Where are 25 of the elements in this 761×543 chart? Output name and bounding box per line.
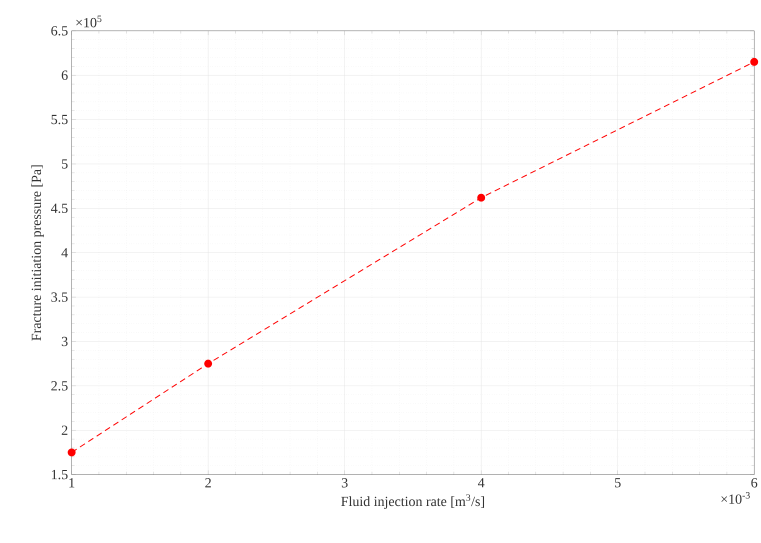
x-axis-title: Fluid injection rate [m$^{3}$/s] (341, 494, 484, 509)
y-tick-label: 6.5 (51, 26, 68, 36)
y-tick-label: 2 (62, 426, 68, 435)
y-tick-label: 6 (62, 70, 68, 80)
y-axis-title: Fracture initiation pressure [Pa] (31, 165, 44, 341)
x-tick-label: 6 (751, 478, 758, 488)
point (68, 448, 76, 456)
text: ×10$^{5}$ (76, 15, 102, 28)
y-tick-label: 3 (62, 336, 68, 346)
point (204, 360, 212, 368)
y-tick-label: 5 (62, 159, 68, 168)
point (750, 58, 758, 66)
y-tick-label: 5.5 (52, 114, 68, 124)
x-tick-label: 3 (342, 478, 348, 488)
x-tick-label: 1 (69, 478, 74, 488)
point (477, 194, 486, 202)
x-tick-label: 4 (478, 478, 484, 488)
y-tick-label: 3.5 (51, 292, 68, 302)
x-tick-label: 2 (205, 478, 211, 488)
y-tick-label: 2.5 (51, 381, 68, 390)
text: ×10$^{-3}$ (721, 492, 750, 504)
y-tick-label: 4.5 (50, 204, 68, 213)
x-tick-label: 5 (615, 478, 621, 488)
y-tick-label: 1.5 (52, 470, 68, 480)
y-tick-label: 4 (61, 248, 68, 258)
